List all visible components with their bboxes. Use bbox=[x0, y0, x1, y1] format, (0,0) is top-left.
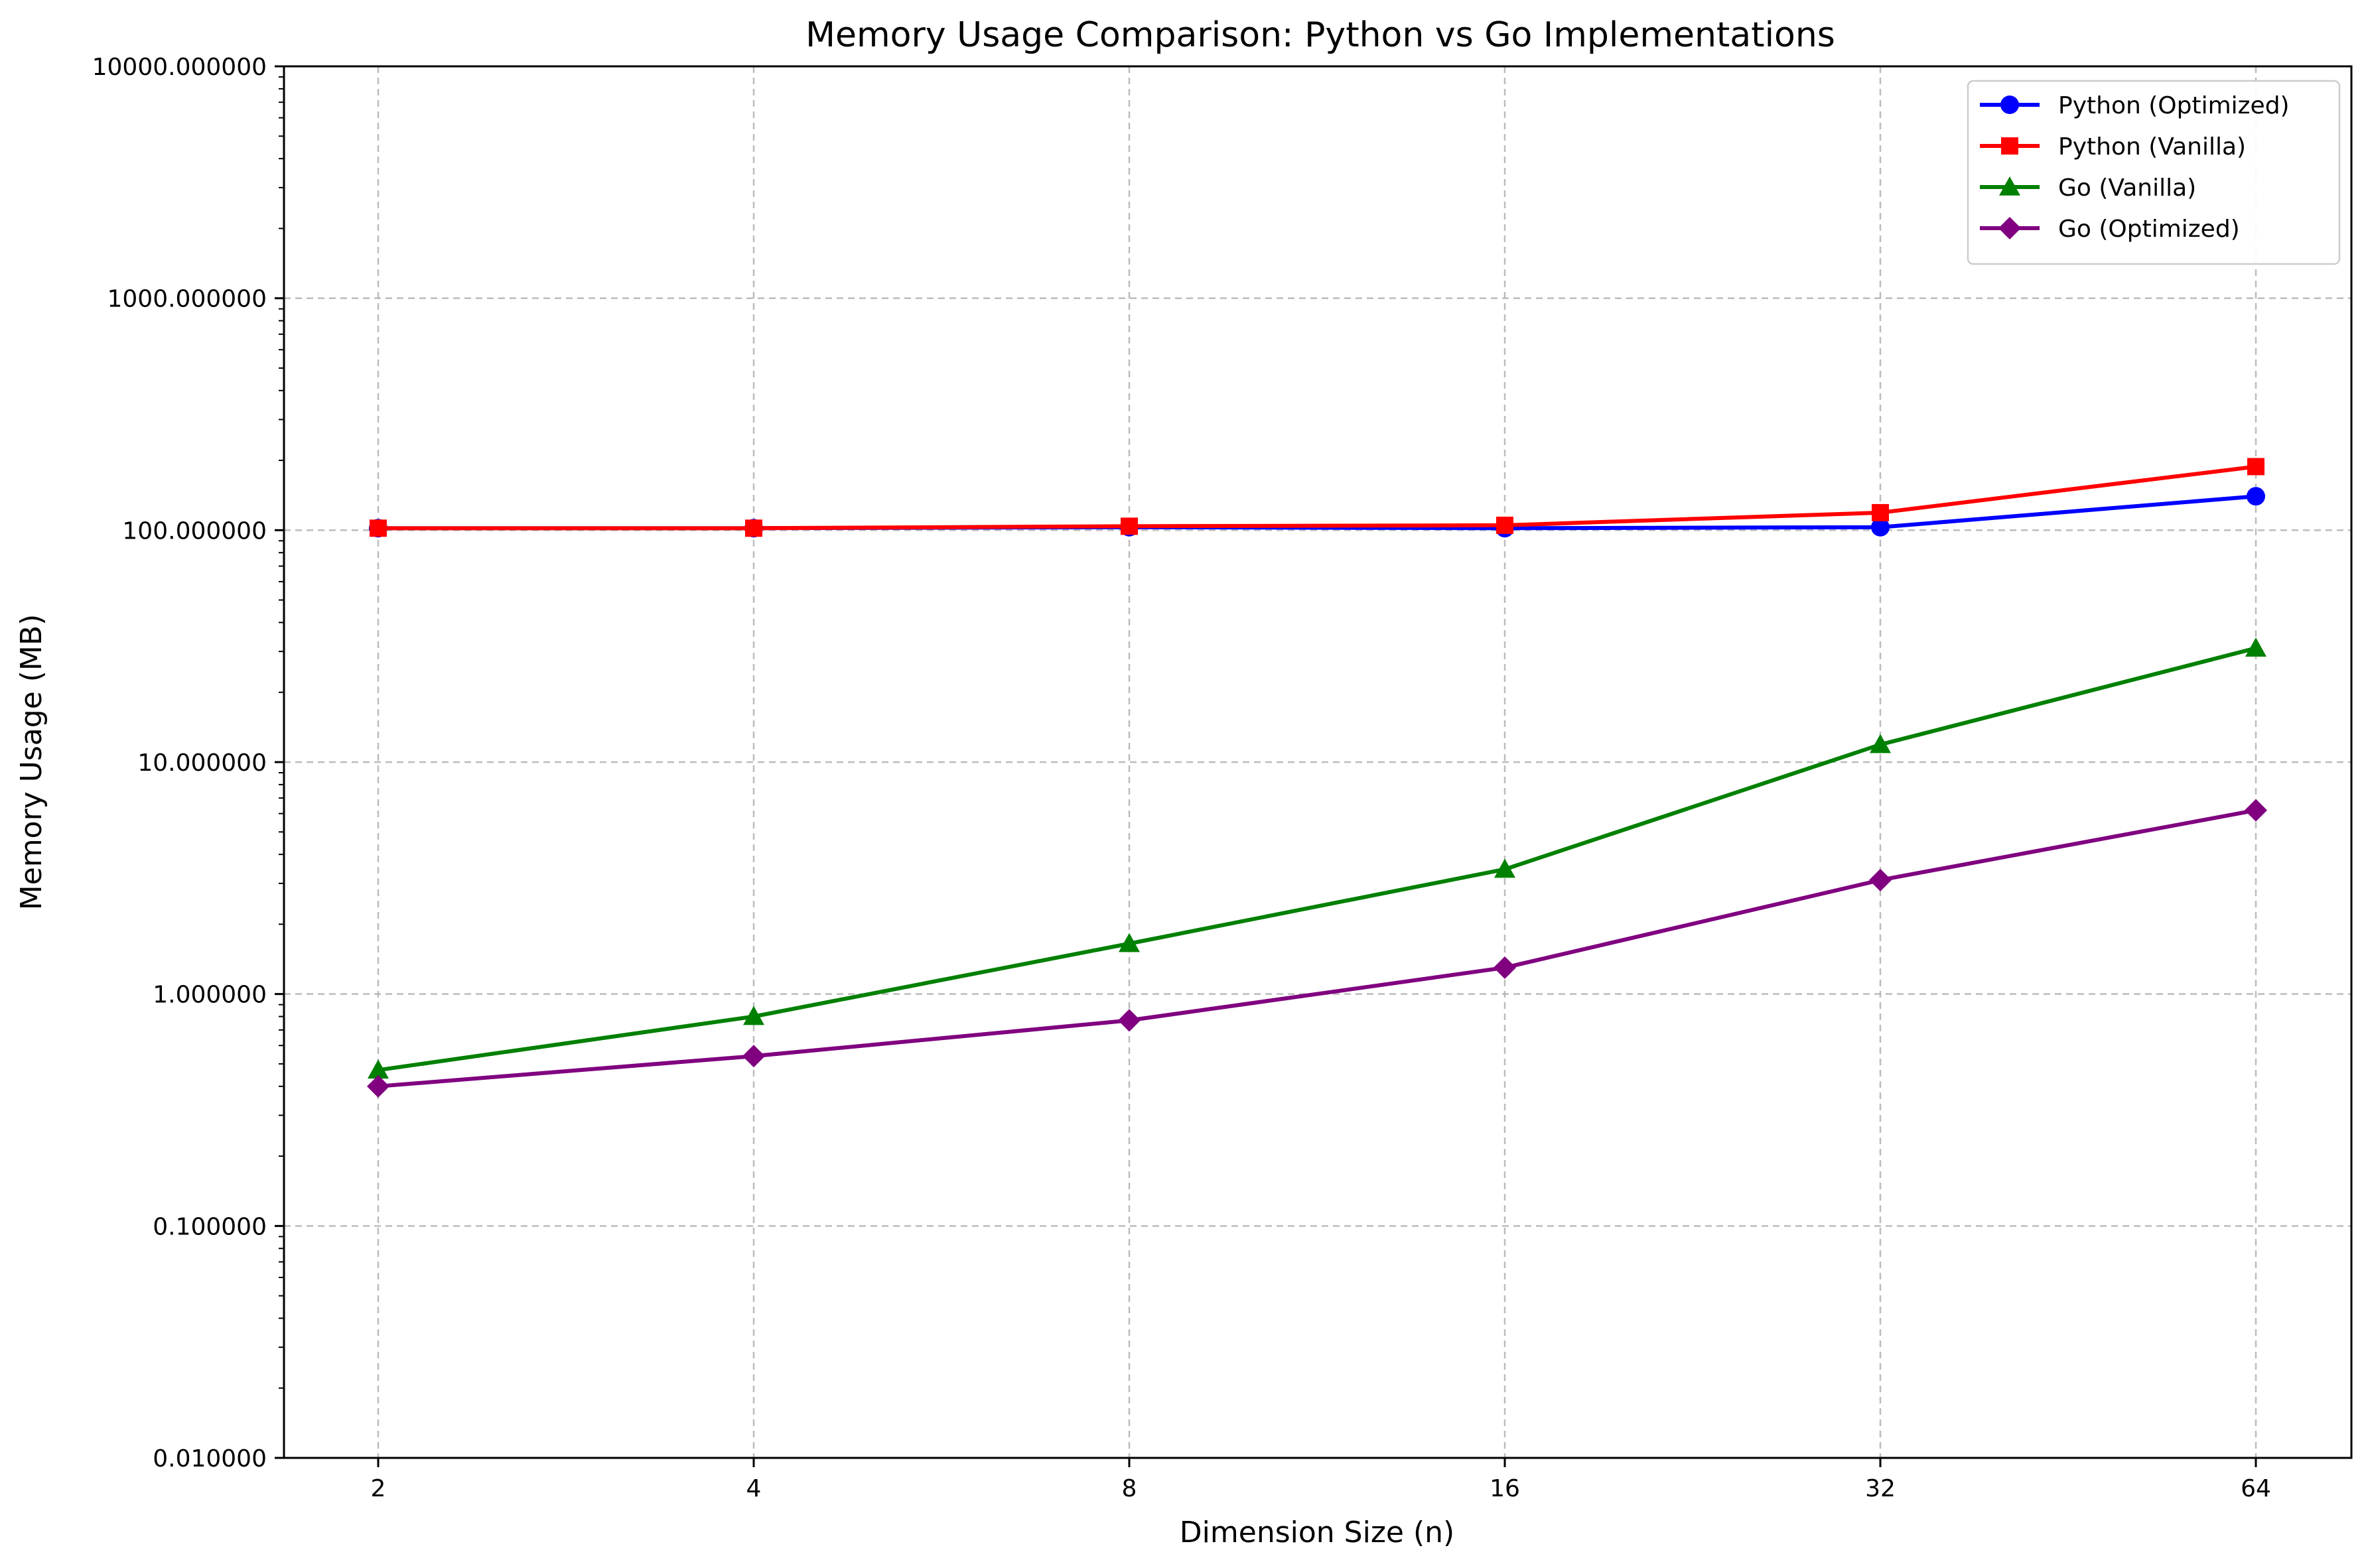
x-tick-label: 2 bbox=[371, 1475, 386, 1502]
data-point bbox=[1872, 503, 1889, 521]
grid-layer bbox=[284, 66, 2351, 1458]
legend-entry: Python (Optimized) bbox=[1980, 92, 2290, 119]
y-tick-label: 100.000000 bbox=[122, 517, 267, 545]
data-point bbox=[368, 1059, 389, 1079]
series-go-vanilla bbox=[368, 637, 2266, 1079]
legend-marker bbox=[1998, 217, 2021, 239]
series-line bbox=[378, 464, 2257, 531]
data-point bbox=[2245, 637, 2266, 657]
x-tick-label: 16 bbox=[1490, 1475, 1520, 1502]
data-point bbox=[370, 519, 387, 537]
data-point bbox=[1496, 516, 1513, 534]
legend: Python (Optimized) Python (Vanilla) Go (Va… bbox=[1967, 80, 2341, 265]
y-tick-label: 10.000000 bbox=[137, 750, 267, 777]
data-point bbox=[1121, 517, 1138, 535]
x-tick-label: 8 bbox=[1122, 1475, 1137, 1502]
legend-label: Go (Optimized) bbox=[2058, 216, 2240, 243]
series-line bbox=[378, 808, 2257, 1088]
series-layer bbox=[367, 458, 2267, 1098]
x-tick-label: 64 bbox=[2241, 1475, 2271, 1502]
data-point bbox=[1869, 868, 1892, 891]
y-tick-label: 1000.000000 bbox=[107, 286, 267, 313]
legend-label: Go (Vanilla) bbox=[2058, 174, 2196, 202]
series-line bbox=[378, 646, 2257, 1073]
data-point bbox=[2247, 458, 2264, 476]
x-axis-label: Dimension Size (n) bbox=[1180, 1516, 1454, 1549]
data-point bbox=[1494, 956, 1516, 979]
data-point bbox=[2245, 799, 2267, 822]
tick-layer: 2 4 8 16 32 64 0.010000 0.100000 1.000000 10.0000… bbox=[92, 54, 2271, 1502]
series-python-vanilla bbox=[370, 458, 2264, 537]
data-point bbox=[1494, 858, 1515, 878]
data-point bbox=[1870, 734, 1891, 753]
y-tick-label: 0.010000 bbox=[153, 1445, 267, 1472]
legend-label: Python (Vanilla) bbox=[2058, 133, 2246, 161]
legend-marker bbox=[2001, 137, 2018, 155]
series-go-optimized bbox=[367, 799, 2267, 1098]
legend-entry: Go (Optimized) bbox=[1980, 216, 2240, 243]
legend-entry: Go (Vanilla) bbox=[1980, 174, 2196, 202]
chart-title: Memory Usage Comparison: Python vs Go Im… bbox=[805, 15, 1835, 55]
data-point bbox=[745, 519, 762, 537]
data-point bbox=[2247, 487, 2265, 506]
legend-marker bbox=[1999, 176, 2020, 196]
legend-entry: Python (Vanilla) bbox=[1980, 133, 2246, 161]
data-point bbox=[1119, 933, 1140, 952]
x-tick-label: 4 bbox=[746, 1475, 762, 1502]
data-point bbox=[367, 1075, 389, 1098]
x-tick-label: 32 bbox=[1865, 1475, 1896, 1502]
y-tick-label: 0.100000 bbox=[153, 1213, 267, 1240]
y-tick-label: 10000.000000 bbox=[92, 54, 267, 81]
y-tick-label: 1.000000 bbox=[153, 982, 267, 1009]
legend-marker bbox=[2000, 96, 2019, 114]
data-point bbox=[743, 1006, 764, 1025]
legend-box bbox=[1967, 80, 2341, 265]
data-point bbox=[742, 1045, 765, 1068]
legend-label: Python (Optimized) bbox=[2058, 92, 2290, 119]
y-axis-label: Memory Usage (MB) bbox=[15, 614, 48, 911]
data-point bbox=[1118, 1009, 1141, 1032]
data-point bbox=[1871, 517, 1890, 537]
